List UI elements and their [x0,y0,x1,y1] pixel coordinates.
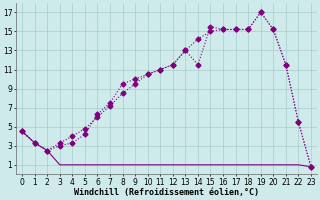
X-axis label: Windchill (Refroidissement éolien,°C): Windchill (Refroidissement éolien,°C) [74,188,259,197]
